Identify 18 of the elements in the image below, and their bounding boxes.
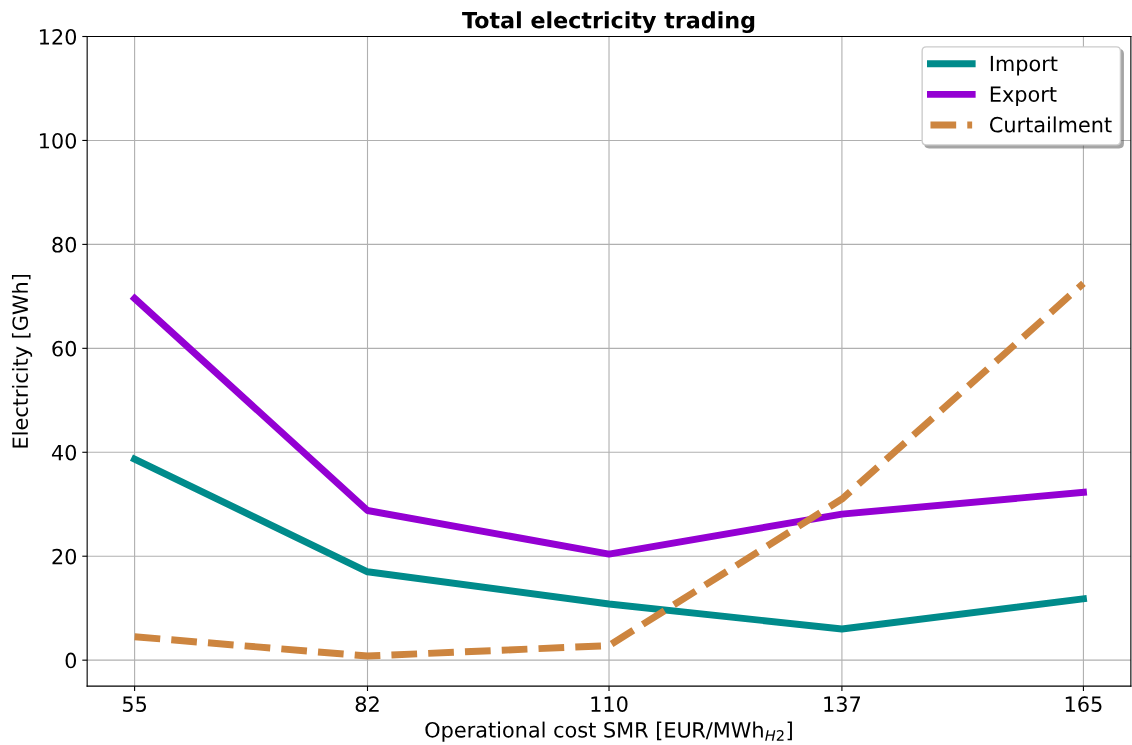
legend-label: Curtailment (989, 116, 1112, 133)
y-tick-label: 40 (51, 444, 77, 461)
y-axis-title: Electricity [GWh] (11, 274, 33, 448)
y-tick-label: 80 (52, 236, 77, 253)
x-tick-label: 165 (1065, 696, 1102, 712)
x-axis-title: Operational cost SMR [EUR/MWh$_{H2}$] (425, 721, 792, 742)
y-tick-label: 0 (65, 652, 77, 669)
y-tick-label: 120 (39, 28, 77, 45)
x-tick-label: 110 (591, 696, 628, 712)
y-tick-label: 20 (52, 548, 77, 565)
legend-label: Export (990, 86, 1057, 106)
x-tick-label: 137 (824, 696, 861, 712)
x-tick-label: 55 (122, 696, 147, 712)
chart-title: Total electricity trading (462, 11, 755, 33)
y-tick-label: 100 (39, 132, 77, 149)
y-tick-label: 60 (52, 340, 77, 357)
legend-label: Import (990, 55, 1058, 76)
x-tick-label: 82 (355, 696, 379, 712)
